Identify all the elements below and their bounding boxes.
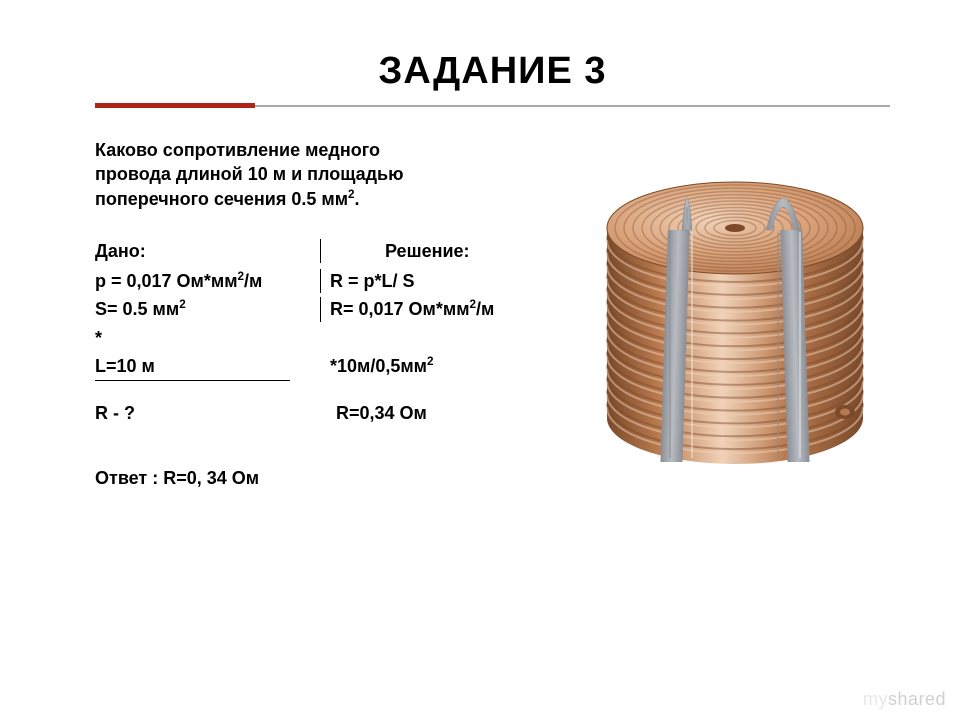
given-l: L=10 м (95, 354, 330, 378)
prompt-line: поперечного сечения 0.5 мм2. (95, 187, 560, 211)
problem-prompt: Каково сопротивление медного провода дли… (95, 138, 560, 211)
given-question: R - ? (95, 401, 330, 425)
given-rho: р = 0,017 Ом*мм2/м (95, 269, 330, 293)
solution-formula: R = p*L/ S (330, 269, 560, 293)
solution-r2: *10м/0,5мм2 (330, 354, 560, 378)
prompt-line: Каково сопротивление медного (95, 138, 560, 162)
text-content: Каково сопротивление медного провода дли… (95, 138, 560, 490)
solution-answer: R=0,34 Ом (330, 401, 560, 425)
watermark: myshared (863, 689, 946, 710)
given-star: * (95, 326, 330, 350)
given-underline (95, 380, 290, 381)
final-answer: Ответ : R=0, 34 Ом (95, 466, 560, 490)
solution-r1: R= 0,017 Ом*мм2/м (330, 297, 560, 321)
title-rule (95, 103, 890, 108)
given-s: S= 0.5 мм2 (95, 297, 330, 321)
prompt-line: провода длиной 10 м и площадью (95, 162, 560, 186)
copper-coil-image (590, 158, 880, 488)
solution-header: Решение: (330, 239, 560, 263)
slide-title: ЗАДАНИЕ 3 (95, 50, 890, 93)
given-header: Дано: (95, 239, 330, 263)
